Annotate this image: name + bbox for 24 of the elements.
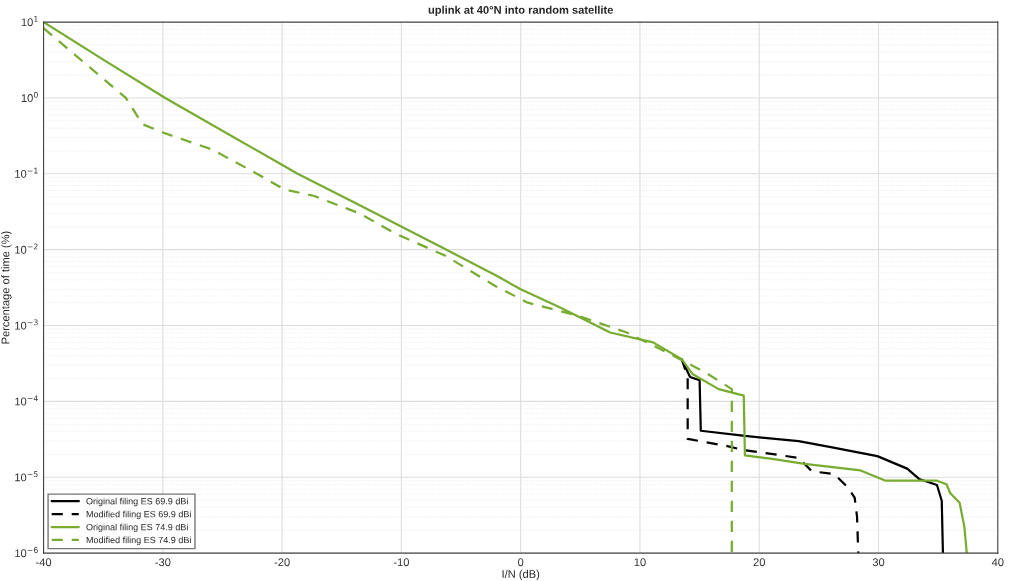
x-tick-label: -30 (155, 558, 171, 567)
y-tick-label: 10$^{−6}$ (15, 547, 38, 558)
y-tick-label: 10$^{−5}$ (15, 471, 38, 482)
x-tick-label: 0 (518, 558, 524, 567)
legend-label: Original filing ES 69.9 dBi (86, 497, 188, 507)
legend-label: Modified filing ES 69.9 dBi (86, 510, 191, 520)
x-tick-label: 40 (991, 558, 1004, 567)
y-tick-label: 10$^{−3}$ (15, 319, 38, 330)
y-tick-label: 10$^{−1}$ (15, 167, 38, 178)
x-tick-label: -10 (393, 558, 409, 567)
y-axis-title: Percentage of time (%) (1, 231, 12, 344)
chart-title: uplink at 40°N into random satellite (428, 5, 613, 17)
x-axis-title: I/N (dB) (502, 569, 540, 581)
y-tick-label: 10$^{−4}$ (15, 395, 38, 406)
x-tick-label: 10 (634, 558, 646, 567)
x-tick-label: -20 (274, 558, 290, 567)
legend-label: Original filing ES 74.9 dBi (86, 523, 188, 533)
legend-label: Modified filing ES 74.9 dBi (86, 536, 191, 545)
y-tick-label: 10$^{1}$ (21, 16, 38, 27)
x-tick-label: 30 (872, 558, 885, 567)
y-tick-label: 10$^{−2}$ (15, 243, 38, 254)
y-tick-label: 10$^{0}$ (21, 91, 38, 102)
x-tick-label: 20 (753, 558, 765, 567)
x-tick-label: -40 (36, 558, 52, 567)
